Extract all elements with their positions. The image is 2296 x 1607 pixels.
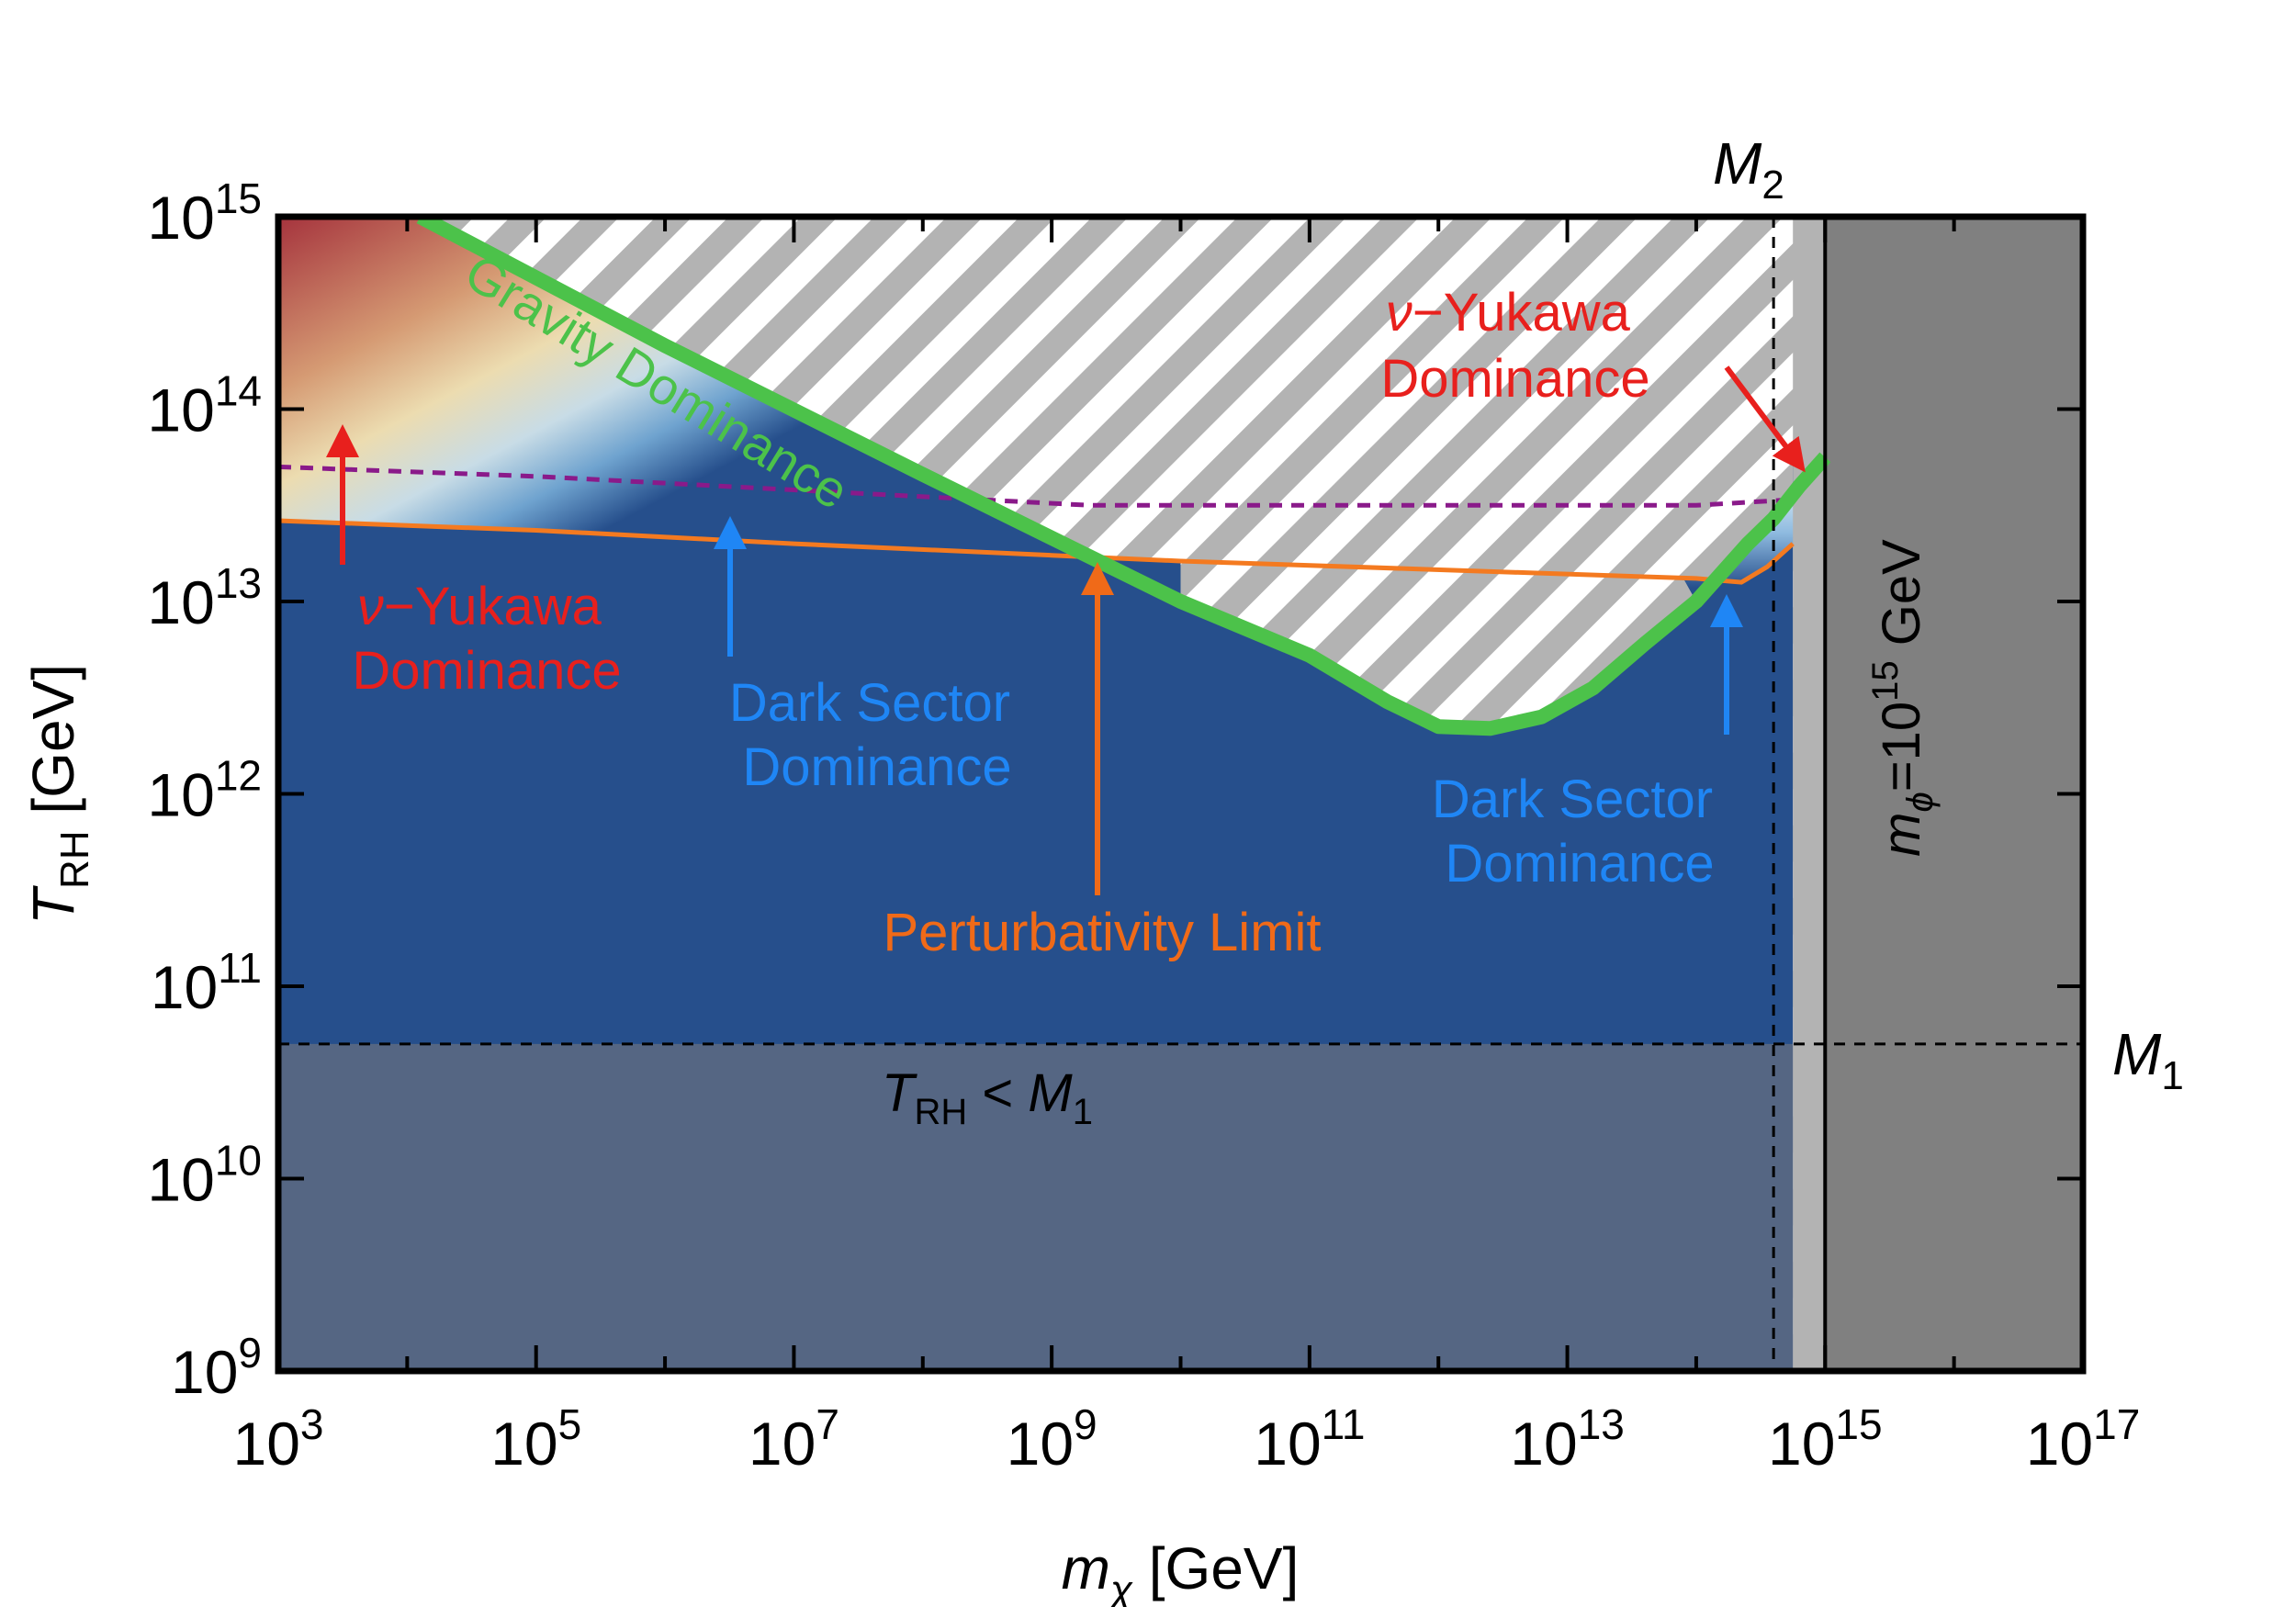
y-tick-labels: 109 1010 1011 1012 1013 1014 1015 bbox=[147, 174, 262, 1406]
trh-below-m1-label: TRH < M1 bbox=[882, 1063, 1093, 1132]
axis-ticks bbox=[276, 215, 2085, 1373]
nu-yukawa-gradient-region bbox=[278, 217, 1181, 601]
x-tick-label: 103 bbox=[232, 1400, 323, 1478]
y-tick-label: 1014 bbox=[147, 367, 262, 444]
y-tick-label: 1012 bbox=[147, 752, 262, 829]
y-tick-label: 1013 bbox=[147, 559, 262, 636]
x-tick-label: 1017 bbox=[2026, 1400, 2141, 1478]
y-axis-label: TRH [GeV] bbox=[20, 664, 97, 925]
x-tick-label: 109 bbox=[1007, 1400, 1097, 1478]
dark-sector-boundary-curve bbox=[278, 464, 1794, 508]
dark-sector-left-label: Dark Sector Dominance bbox=[729, 673, 1025, 797]
perturbativity-label: Perturbativity Limit bbox=[883, 903, 1321, 962]
y-tick-label: 1010 bbox=[147, 1137, 262, 1214]
yukawa-right-arrow bbox=[1724, 365, 1806, 473]
x-tick-label: 105 bbox=[490, 1400, 581, 1478]
x-axis-label: mχ [GeV] bbox=[1062, 1535, 1300, 1607]
y-tick-label: 1015 bbox=[147, 174, 262, 252]
gravity-dominance-curve bbox=[416, 217, 1831, 736]
mphi-label: mϕ=1015 GeV bbox=[1865, 539, 1941, 857]
x-tick-labels: 103 105 107 109 1011 1013 1015 1017 bbox=[232, 1400, 2140, 1478]
yukawa-right-label: ν−Yukawa Dominance bbox=[1380, 283, 1649, 409]
x-tick-label: 1015 bbox=[1768, 1400, 1883, 1478]
trh-below-m1-region bbox=[278, 1043, 1794, 1371]
yukawa-left-label: ν−Yukawa Dominance bbox=[352, 577, 621, 701]
dark-sector-right-label: Dark Sector Dominance bbox=[1432, 770, 1728, 893]
m2-label: M2 bbox=[1713, 130, 1784, 208]
x-tick-label: 107 bbox=[748, 1400, 839, 1478]
x-tick-label: 1011 bbox=[1254, 1400, 1365, 1478]
m1-label: M1 bbox=[2112, 1021, 2184, 1098]
y-tick-label: 109 bbox=[171, 1329, 262, 1406]
m2-gap-strip bbox=[1793, 217, 1826, 1371]
perturbativity-limit-curve bbox=[278, 518, 1795, 585]
mphi-excluded-region bbox=[1825, 217, 2083, 1371]
x-tick-label: 1013 bbox=[1510, 1400, 1625, 1478]
y-tick-label: 1011 bbox=[151, 944, 262, 1021]
